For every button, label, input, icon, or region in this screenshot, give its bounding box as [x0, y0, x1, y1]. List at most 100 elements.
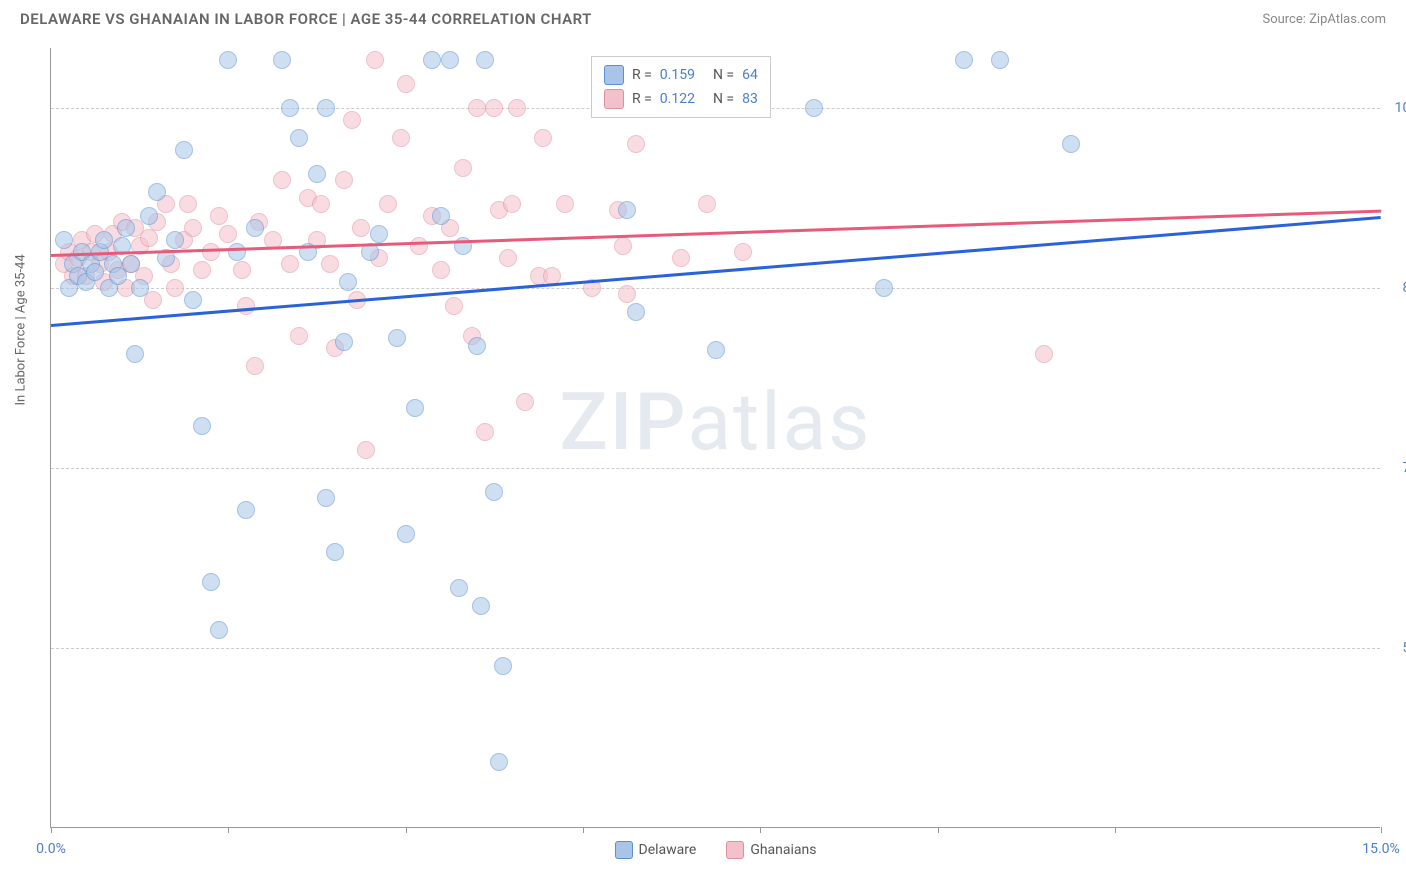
scatter-point-ghanaians	[503, 195, 521, 213]
scatter-point-ghanaians	[184, 219, 202, 237]
y-tick-label: 55.0%	[1385, 640, 1406, 656]
scatter-point-ghanaians	[335, 171, 353, 189]
watermark: ZIPatlas	[560, 375, 872, 469]
scatter-point-delaware	[472, 597, 490, 615]
scatter-point-delaware	[406, 399, 424, 417]
scatter-point-ghanaians	[290, 327, 308, 345]
scatter-point-delaware	[210, 621, 228, 639]
scatter-point-delaware	[317, 489, 335, 507]
grid-line	[51, 648, 1380, 649]
grid-line	[51, 288, 1380, 289]
scatter-point-ghanaians	[366, 51, 384, 69]
scatter-point-ghanaians	[397, 75, 415, 93]
scatter-point-ghanaians	[627, 135, 645, 153]
scatter-point-ghanaians	[614, 237, 632, 255]
scatter-point-ghanaians	[698, 195, 716, 213]
correlation-legend: R = 0.159 N = 64 R = 0.122 N = 83	[591, 56, 771, 118]
scatter-point-ghanaians	[618, 285, 636, 303]
scatter-point-ghanaians	[468, 99, 486, 117]
scatter-point-delaware	[290, 129, 308, 147]
scatter-point-ghanaians	[166, 279, 184, 297]
scatter-point-delaware	[339, 273, 357, 291]
scatter-point-ghanaians	[321, 255, 339, 273]
legend-r-label: R =	[632, 91, 652, 107]
scatter-point-ghanaians	[210, 207, 228, 225]
scatter-point-ghanaians	[281, 255, 299, 273]
scatter-point-delaware	[875, 279, 893, 297]
legend-item-ghanaians: Ghanaians	[726, 841, 816, 859]
legend-label-ghanaians: Ghanaians	[750, 842, 816, 858]
scatter-point-delaware	[423, 51, 441, 69]
scatter-point-delaware	[166, 231, 184, 249]
scatter-point-delaware	[490, 753, 508, 771]
scatter-point-delaware	[281, 99, 299, 117]
watermark-zip: ZIP	[560, 375, 688, 469]
scatter-point-ghanaians	[410, 237, 428, 255]
scatter-point-delaware	[308, 165, 326, 183]
scatter-point-delaware	[370, 225, 388, 243]
x-tick	[1115, 827, 1116, 833]
scatter-point-delaware	[450, 579, 468, 597]
scatter-point-delaware	[237, 501, 255, 519]
scatter-point-ghanaians	[516, 393, 534, 411]
legend-r-ghanaians: 0.122	[660, 91, 695, 107]
scatter-point-delaware	[707, 341, 725, 359]
scatter-point-ghanaians	[485, 99, 503, 117]
scatter-point-ghanaians	[432, 261, 450, 279]
scatter-point-ghanaians	[140, 229, 158, 247]
x-tick	[406, 827, 407, 833]
scatter-point-ghanaians	[144, 291, 162, 309]
scatter-point-delaware	[326, 543, 344, 561]
x-tick-label: 15.0%	[1362, 841, 1400, 857]
scatter-point-delaware	[86, 263, 104, 281]
scatter-point-delaware	[1062, 135, 1080, 153]
scatter-point-ghanaians	[508, 99, 526, 117]
scatter-point-delaware	[494, 657, 512, 675]
scatter-point-ghanaians	[556, 195, 574, 213]
scatter-point-delaware	[441, 51, 459, 69]
scatter-point-delaware	[991, 51, 1009, 69]
scatter-point-delaware	[148, 183, 166, 201]
scatter-point-ghanaians	[352, 219, 370, 237]
scatter-point-delaware	[126, 345, 144, 363]
chart-title: DELAWARE VS GHANAIAN IN LABOR FORCE | AG…	[20, 10, 592, 28]
x-tick	[760, 827, 761, 833]
y-tick-label: 85.0%	[1385, 280, 1406, 296]
scatter-point-ghanaians	[499, 249, 517, 267]
scatter-point-delaware	[476, 51, 494, 69]
scatter-chart: In Labor Force | Age 35-44 ZIPatlas 55.0…	[50, 48, 1380, 828]
scatter-point-delaware	[335, 333, 353, 351]
scatter-point-delaware	[131, 279, 149, 297]
scatter-point-ghanaians	[343, 111, 361, 129]
y-tick-label: 100.0%	[1385, 100, 1406, 116]
series-legend: Delaware Ghanaians	[615, 841, 817, 859]
legend-label-delaware: Delaware	[639, 842, 697, 858]
legend-swatch-delaware	[615, 841, 633, 859]
scatter-point-delaware	[193, 417, 211, 435]
legend-item-delaware: Delaware	[615, 841, 697, 859]
scatter-point-delaware	[175, 141, 193, 159]
scatter-point-delaware	[219, 51, 237, 69]
x-tick-label: 0.0%	[36, 841, 66, 857]
scatter-point-ghanaians	[193, 261, 211, 279]
scatter-point-delaware	[122, 255, 140, 273]
scatter-point-delaware	[618, 201, 636, 219]
scatter-point-delaware	[55, 231, 73, 249]
x-tick	[51, 827, 52, 833]
scatter-point-delaware	[184, 291, 202, 309]
scatter-point-delaware	[627, 303, 645, 321]
legend-r-label: R =	[632, 67, 652, 83]
scatter-point-ghanaians	[179, 195, 197, 213]
scatter-point-ghanaians	[237, 297, 255, 315]
x-tick	[583, 827, 584, 833]
legend-swatch-ghanaians	[604, 89, 624, 109]
scatter-point-ghanaians	[534, 129, 552, 147]
scatter-point-delaware	[432, 207, 450, 225]
scatter-point-ghanaians	[312, 195, 330, 213]
legend-row-delaware: R = 0.159 N = 64	[604, 63, 758, 87]
scatter-point-ghanaians	[454, 159, 472, 177]
chart-header: DELAWARE VS GHANAIAN IN LABOR FORCE | AG…	[0, 0, 1406, 34]
scatter-point-delaware	[485, 483, 503, 501]
legend-swatch-delaware	[604, 65, 624, 85]
y-axis-label: In Labor Force | Age 35-44	[14, 254, 29, 405]
